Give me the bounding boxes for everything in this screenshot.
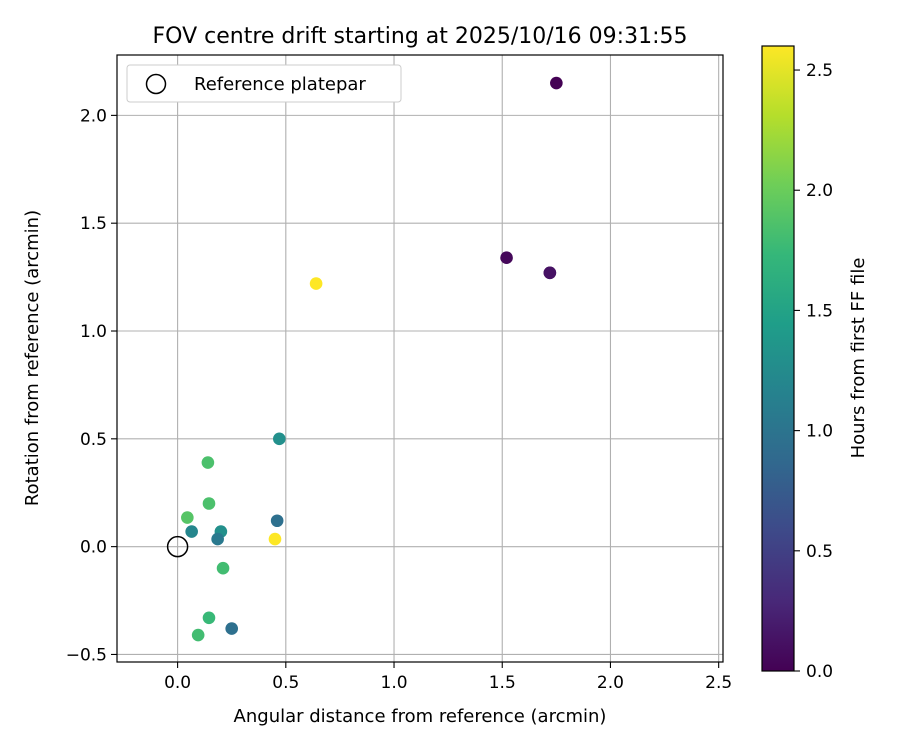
y-tick-label: −0.5 [66,645,107,665]
legend: Reference platepar [126,64,402,103]
y-tick-label: 1.0 [80,322,107,342]
data-point [185,525,198,538]
data-point [273,432,286,446]
x-tick-label: 0.0 [164,673,191,693]
data-point [268,532,282,546]
y-axis-ticks: −0.5 0.0 0.5 1.0 1.5 2.0 [66,106,117,665]
data-point [550,76,563,90]
colorbar-tick-label: 1.0 [806,422,833,442]
x-tick-label: 0.5 [272,673,299,693]
legend-box [126,64,402,103]
data-point [500,251,513,264]
y-tick-label: 0.5 [80,430,107,450]
y-axis-label: Rotation from reference (arcmin) [22,210,43,506]
y-tick-label: 2.0 [80,106,107,126]
colorbar-label: Hours from first FF file [848,258,869,459]
data-point [270,514,284,528]
colorbar-tick-label: 2.5 [806,61,833,81]
data-point [201,456,215,469]
legend-reference-marker [145,73,167,95]
colorbar-tick-label: 1.5 [806,301,833,321]
y-tick-label: 0.0 [80,538,107,558]
colorbar-ticks: 0.0 0.5 1.0 1.5 2.0 2.5 [794,61,833,682]
data-point [191,628,205,642]
data-point [225,622,239,635]
x-tick-label: 1.0 [381,673,408,693]
chart-title: FOV centre drift starting at 2025/10/16 … [153,24,688,49]
data-point [202,497,216,510]
data-point [202,611,216,625]
data-point [216,561,230,575]
x-axis-ticks: 0.0 0.5 1.0 1.5 2.0 2.5 [164,662,732,693]
data-point [309,277,323,290]
data-points [166,76,563,642]
grid-lines [117,55,723,662]
plot-frame [116,54,724,663]
data-point [211,532,224,546]
x-tick-label: 2.0 [597,673,624,693]
x-axis-label: Angular distance from reference (arcmin) [234,706,607,727]
legend-label: Reference platepar [194,74,366,95]
colorbar-gradient [761,45,795,672]
reference-platepar-marker [166,535,189,558]
colorbar-tick-label: 2.0 [806,181,833,201]
colorbar-tick-label: 0.0 [806,662,833,682]
colorbar-tick-label: 0.5 [806,542,833,562]
x-tick-label: 2.5 [705,673,732,693]
data-point [181,511,194,524]
y-tick-label: 1.5 [80,214,107,234]
x-tick-label: 1.5 [489,673,516,693]
colorbar: 0.0 0.5 1.0 1.5 2.0 2.5 Hours from first FF f… [761,45,869,682]
data-point [543,266,557,280]
